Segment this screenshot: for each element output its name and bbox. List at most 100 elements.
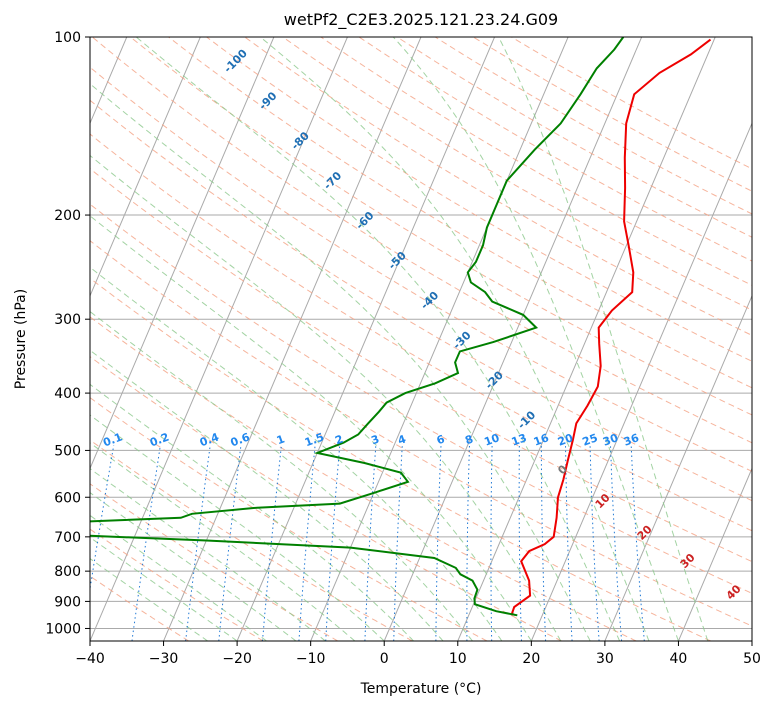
isotherm-line (163, 37, 422, 641)
moist-adiabat-line (90, 215, 532, 641)
dry-adiabat-line (130, 37, 752, 416)
x-axis: −40 −30 −20 −10 0 10 20 30 40 50 (75, 641, 761, 667)
dewpoint-line (90, 37, 625, 617)
x-tick-label: 0 (380, 651, 389, 667)
isotherm-line (677, 467, 752, 641)
isotherm-line (383, 37, 643, 641)
mixing-ratio-label: 0.2 (148, 431, 171, 450)
moist-adiabat-line (90, 491, 297, 641)
dry-adiabat-line (244, 37, 752, 336)
y-tick-label: 600 (54, 490, 81, 506)
x-tick-label: −10 (296, 651, 326, 667)
y-tick-label: 500 (54, 443, 81, 459)
mixing-ratio-line (131, 445, 161, 641)
x-tick-label: 20 (522, 651, 540, 667)
isotherm-label: -40 (418, 289, 441, 312)
dry-adiabat-line (90, 277, 712, 641)
mixing-ratio-label: 10 (482, 431, 501, 449)
mixing-ratio-label: 4 (396, 432, 408, 447)
sounding-series (90, 37, 712, 617)
moist-adiabat-line (90, 514, 267, 641)
dry-adiabat-line (90, 240, 752, 627)
mixing-ratio-label: 6 (435, 432, 447, 447)
moist-adiabat-line (90, 557, 208, 641)
chart-title: wetPf2_C2E3.2025.121.23.24.G09 (284, 10, 558, 30)
x-tick-label: 10 (449, 651, 467, 667)
mixing-ratio-line (298, 445, 316, 641)
x-tick-label: 30 (596, 651, 614, 667)
mixing-ratio-line (610, 445, 623, 641)
plot-area: -100-90-80-70-60-50-40-30-20-100.1 0.2 0.4… (90, 37, 752, 641)
mixing-ratio-line (466, 445, 470, 641)
mixing-ratio-line (218, 445, 242, 641)
mixing-ratio-line (518, 445, 522, 641)
mixing-ratio-line (325, 445, 341, 641)
mixing-ratio-label: 1 (275, 433, 287, 448)
isotherm-label: -80 (289, 129, 312, 152)
mixing-ratio-label: 13 (510, 431, 529, 448)
dry-adiabat-line (434, 37, 752, 215)
mixing-ratio-line (262, 445, 282, 641)
dry-adiabat-line (91, 37, 752, 444)
isotherm-label: -90 (256, 89, 279, 112)
dry-adiabat-line (90, 203, 752, 594)
mixing-ratio-line (393, 445, 403, 641)
dry-adiabat-line (90, 168, 752, 563)
dry-adiabat-line (90, 528, 264, 641)
moist-adiabat-line (90, 310, 473, 641)
isobar-grid (90, 37, 752, 629)
y-tick-label: 800 (54, 564, 81, 580)
dry-adiabat-line (90, 397, 488, 641)
moist-adiabat-line (392, 37, 679, 641)
mixing-ratio-line (435, 445, 442, 641)
dry-adiabats (90, 37, 752, 641)
moist-adiabat-label: 0 (555, 462, 570, 477)
mixing-ratio-label: 3 (369, 433, 381, 448)
y-tick-label: 900 (54, 594, 81, 610)
mixing-ratio-label: 30 (601, 431, 620, 449)
moist-adiabat-line (90, 414, 385, 641)
moist-adiabat-line (135, 37, 621, 641)
mixing-ratio-line (565, 445, 573, 641)
isotherm-label: -60 (353, 209, 376, 232)
mixing-ratio-label: 2 (333, 433, 345, 448)
y-tick-label: 1000 (45, 621, 81, 637)
isotherm-label: -10 (515, 408, 538, 431)
x-tick-label: −40 (75, 651, 105, 667)
mixing-ratio-label: 0.6 (229, 430, 252, 449)
moist-adiabat-line (259, 37, 650, 641)
x-axis-label: Temperature (°C) (360, 681, 482, 697)
dry-adiabat-line (90, 133, 752, 532)
isotherm-line (236, 37, 496, 641)
moist-adiabat-line (498, 37, 709, 641)
dry-adiabat-line (90, 99, 752, 502)
dry-adiabat-line (90, 483, 339, 641)
mixing-ratio-label: 0.4 (198, 430, 221, 449)
mixing-ratio-label: 8 (463, 433, 475, 448)
y-tick-label: 200 (54, 208, 81, 224)
mixing-ratio-lines (90, 445, 645, 641)
mixing-ratio-label: 16 (532, 431, 551, 449)
y-tick-label: 700 (54, 530, 81, 546)
moist-adiabat-line (90, 154, 562, 641)
mixing-ratio-label: 20 (556, 431, 575, 449)
x-tick-label: 50 (743, 651, 761, 667)
isotherm-line (604, 294, 752, 641)
mixing-ratio-line (630, 445, 645, 641)
mixing-ratio-label: 36 (622, 431, 641, 449)
x-tick-label: −30 (149, 651, 179, 667)
mixing-ratio-line (589, 445, 600, 641)
mixing-ratio-line (540, 445, 547, 641)
moist-adiabat-line (90, 383, 414, 641)
moist-adiabat-label: 30 (678, 551, 698, 571)
mixing-ratio-label: 25 (581, 431, 600, 448)
moist-adiabat-line (90, 536, 238, 641)
x-tick-label: −20 (222, 651, 252, 667)
moist-adiabat-line (90, 442, 356, 641)
plot-frame (89, 36, 753, 642)
mixing-ratio-line (490, 445, 493, 641)
mixing-ratio-label: 1.5 (303, 431, 326, 450)
isotherm-grid (90, 37, 752, 641)
temperature-line (510, 38, 712, 616)
